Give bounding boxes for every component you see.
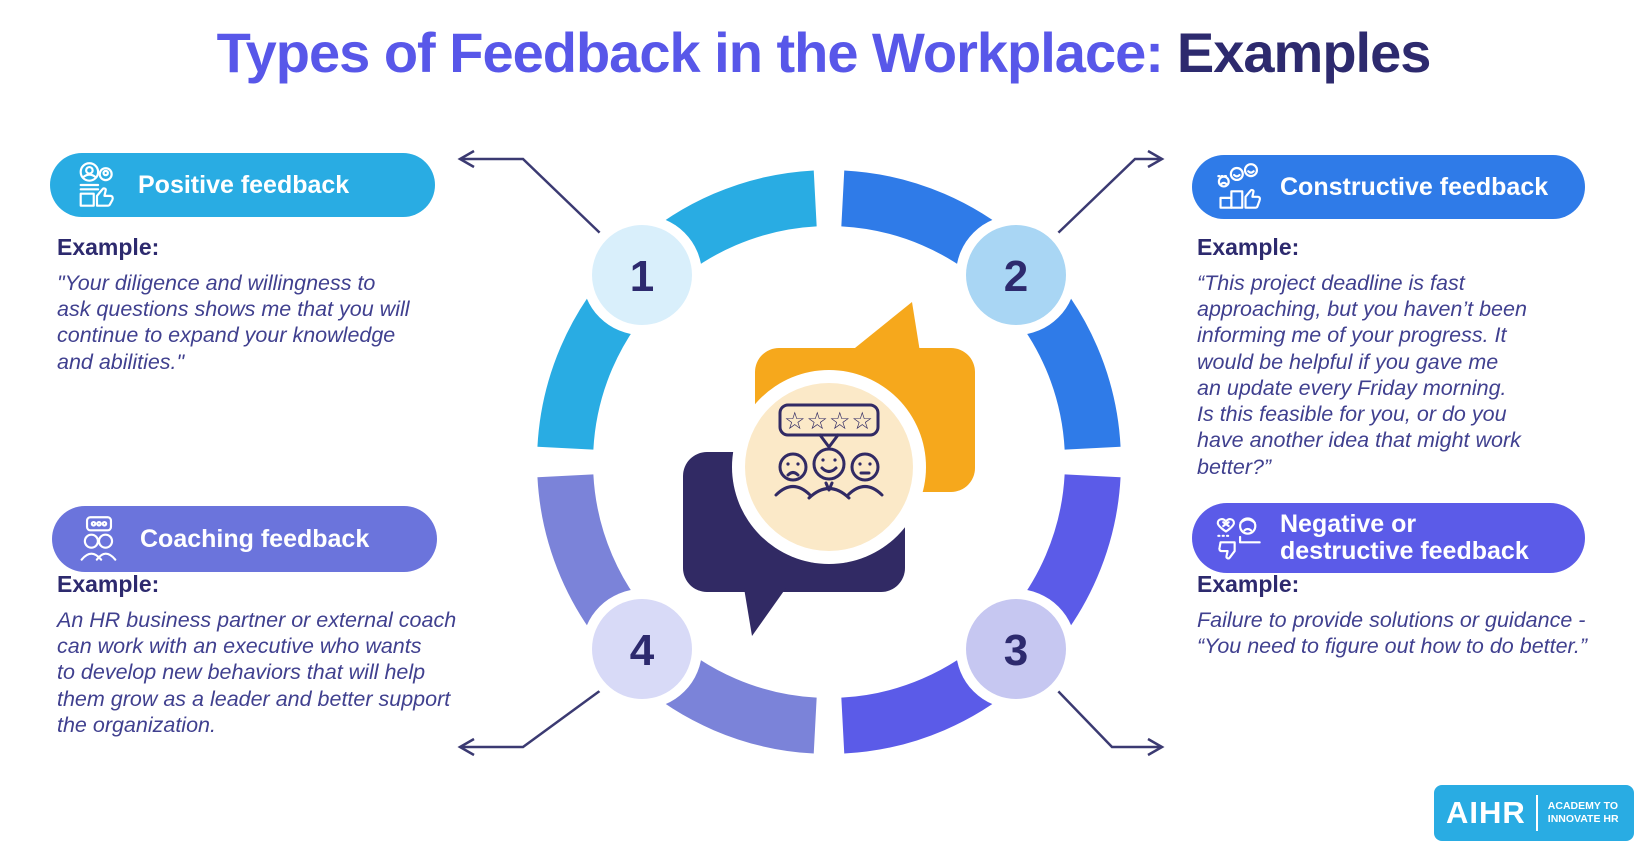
constructive-example-heading: Example: <box>1197 234 1300 260</box>
aihr-logo-tagline: ACADEMY TO INNOVATE HR <box>1547 800 1619 825</box>
broken-heart-thumbs-down-icon <box>1216 517 1261 560</box>
aihr-logo-divider <box>1535 795 1538 831</box>
number-badge-1: 1 <box>582 215 702 335</box>
people-thumbs-up-icon <box>79 162 114 207</box>
positive-example-heading: Example: <box>57 234 160 260</box>
coaching-feedback-label: Coaching feedback <box>140 524 370 553</box>
constructive-example-text: “This project deadline is fast approachi… <box>1197 271 1527 479</box>
page-title: Types of Feedback in the Workplace: Examp… <box>0 20 1647 85</box>
svg-text:4: 4 <box>630 626 655 675</box>
positive-feedback-label: Positive feedback <box>138 170 350 199</box>
number-badge-4: 4 <box>582 589 702 709</box>
page-title-main: Types of Feedback in the Workplace: <box>216 21 1164 84</box>
negative-feedback-pill: Negative or destructive feedback <box>1192 503 1585 573</box>
number-badge-3: 3 <box>956 589 1076 709</box>
team-star-rating-icon: ☆☆☆☆ <box>732 370 926 564</box>
connector-arrow-top-left <box>457 149 602 235</box>
coaching-feedback-pill: Coaching feedback <box>52 506 437 572</box>
negative-feedback-label: Negative or destructive feedback <box>1280 510 1529 565</box>
coaching-example-text: An HR business partner or external coach… <box>57 608 457 737</box>
positive-feedback-pill: Positive feedback <box>50 153 435 217</box>
aihr-logo-brand: AIHR <box>1446 795 1526 830</box>
constructive-feedback-label: Constructive feedback <box>1280 172 1549 201</box>
constructive-example-block: Example: “This project deadline is fast … <box>1197 234 1612 480</box>
connector-arrow-bottom-right <box>1056 689 1165 757</box>
aihr-logo: AIHR ACADEMY TO INNOVATE HR <box>1434 785 1634 841</box>
svg-text:1: 1 <box>630 252 654 301</box>
emoji-faces-thumbs-up-icon <box>1217 163 1261 209</box>
negative-example-block: Example: Failure to provide solutions or… <box>1197 571 1642 659</box>
positive-example-text: "Your diligence and willingness to ask q… <box>57 271 410 374</box>
number-badge-2: 2 <box>956 215 1076 335</box>
positive-example-block: Example: "Your diligence and willingness… <box>57 234 462 375</box>
negative-example-heading: Example: <box>1197 571 1300 597</box>
connector-arrow-bottom-left <box>457 688 602 757</box>
constructive-feedback-pill: Constructive feedback <box>1192 155 1585 219</box>
page-title-highlight: Examples <box>1176 21 1431 84</box>
coaching-example-block: Example: An HR business partner or exter… <box>57 571 487 738</box>
svg-text:2: 2 <box>1004 252 1028 301</box>
svg-text:☆☆☆☆: ☆☆☆☆ <box>784 408 874 435</box>
two-coaches-chat-icon <box>80 516 117 561</box>
negative-example-text: Failure to provide solutions or guidance… <box>1197 608 1588 659</box>
coaching-example-heading: Example: <box>57 571 160 597</box>
connector-arrow-top-right <box>1056 149 1165 235</box>
svg-text:3: 3 <box>1004 626 1028 675</box>
